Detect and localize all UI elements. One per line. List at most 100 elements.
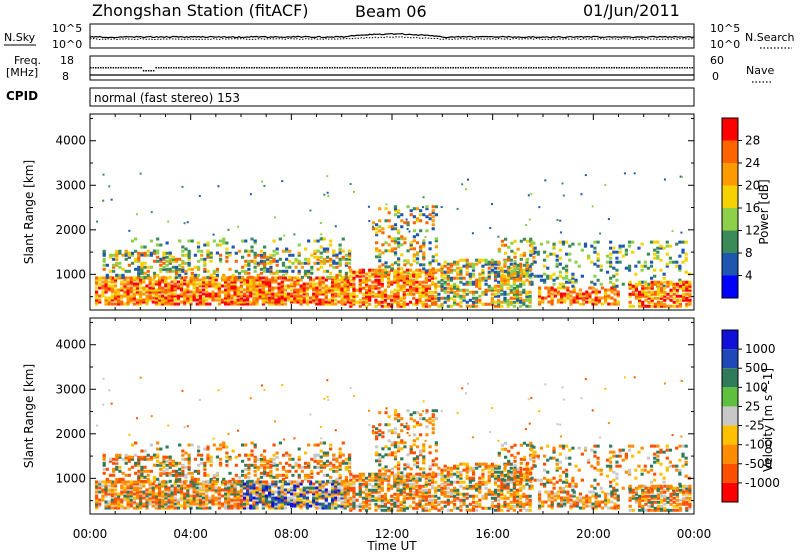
power-cell [484,262,488,266]
power-cell [227,300,231,304]
power-cell [593,240,597,244]
velocity-cell [383,492,388,496]
power-cell [631,284,635,288]
power-cell [681,250,685,254]
power-cell [497,304,501,308]
velocity-cell [361,506,365,510]
velocity-cell [120,490,124,494]
power-cell [322,269,326,273]
velocity-cell [135,488,140,492]
velocity-cell [220,488,225,492]
power-cell [296,294,300,298]
power-cell [471,296,476,300]
velocity-cell [377,496,381,500]
velocity-cell [95,482,99,486]
power-cell [98,278,102,282]
velocity-cell [434,409,438,413]
power-cell [296,298,300,302]
nave-dot [427,67,429,69]
velocity-cell [383,508,388,512]
velocity-cell [205,494,209,498]
nave-dot [303,67,306,69]
power-cell [612,274,616,278]
power-cell [604,294,608,298]
power-cell [313,261,317,265]
power-cell [384,241,388,245]
power-cell [179,292,184,296]
power-cell [368,290,372,294]
power-cell [189,280,193,284]
nave-dot [588,67,590,69]
velocity-cell [330,500,335,504]
power-cell [387,243,391,247]
power-cell [383,268,388,272]
power-cell [217,294,221,298]
power-cell [569,290,573,294]
velocity-cell [198,498,203,502]
power-cell [610,286,614,290]
power-cell [139,280,143,284]
velocity-cell [393,473,398,477]
nave-dot [220,67,223,69]
power-cell [596,264,600,268]
power-cell [371,280,375,284]
power-cell [324,302,328,306]
power-cell [543,280,547,284]
velocity-cell [377,482,381,486]
power-cell [165,267,169,271]
velocity-cell [212,475,216,479]
power-cell [493,260,498,264]
power-cell [493,262,498,266]
power-cell [124,257,128,261]
power-cell [349,284,353,288]
power-cell [181,267,185,271]
power-cell [672,300,676,304]
power-cell [167,296,171,300]
power-cell [264,298,269,302]
velocity-cell [129,492,133,496]
power-cell [634,284,639,288]
velocity-cell [157,484,162,488]
velocity-cell [148,490,152,494]
power-cell [471,302,476,306]
velocity-cell [422,457,426,461]
power-cell [456,294,460,298]
velocity-cell [280,496,284,500]
power-cell [484,282,488,286]
velocity-cell [233,488,237,492]
velocity-cell [201,492,206,496]
power-cell [561,182,564,185]
power-cell [321,290,325,294]
power-cell [546,266,550,270]
power-cell [638,280,642,284]
velocity-cell [173,486,177,490]
velocity-cell [424,506,428,510]
velocity-cell [170,484,174,488]
power-cell [167,220,170,223]
velocity-cell [145,488,149,492]
power-cell [449,284,454,288]
power-cell [151,282,155,286]
power-cell [465,272,469,276]
power-cell [559,300,564,304]
power-cell [490,298,494,302]
velocity-cell [393,413,398,417]
power-cell [104,286,108,290]
velocity-cell [167,494,171,498]
velocity-cell [434,488,438,492]
power-cell [424,284,428,288]
velocity-cell [296,482,300,486]
velocity-cell [300,465,304,469]
power-cell [154,300,159,304]
power-cell [427,304,432,308]
power-cell [481,292,485,296]
velocity-cell [319,463,323,467]
power-cell [272,253,276,257]
velocity-cell [189,498,193,502]
power-cell [321,280,325,284]
power-cell [597,296,601,300]
power-cell [422,243,426,247]
power-cell [628,292,632,296]
power-cell [225,251,229,255]
